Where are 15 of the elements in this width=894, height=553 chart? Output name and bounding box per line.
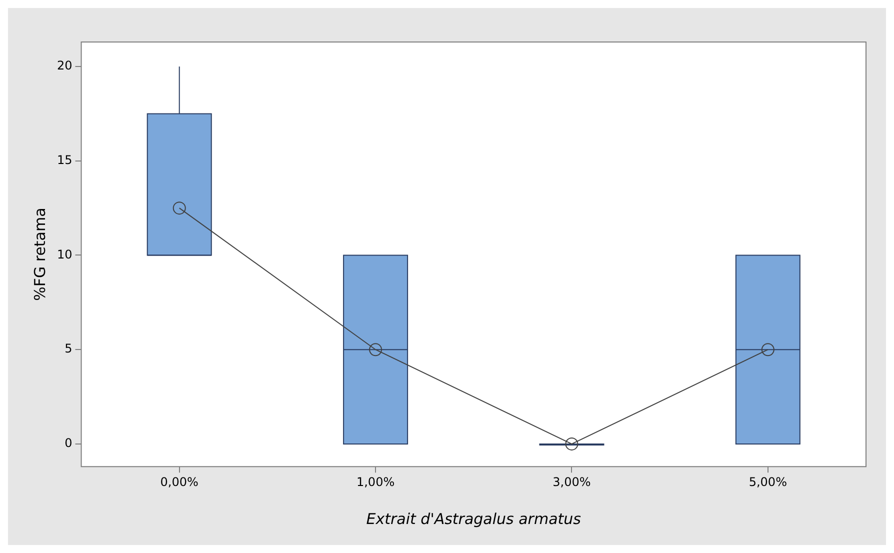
x-tick-label: 0,00% bbox=[160, 474, 198, 489]
y-tick-label: 0 bbox=[64, 436, 72, 450]
y-axis-title: %FG retama bbox=[30, 208, 49, 301]
y-tick-label: 15 bbox=[56, 153, 72, 168]
y-tick-label: 10 bbox=[56, 247, 72, 262]
x-tick-label: 3,00% bbox=[552, 474, 591, 489]
point bbox=[369, 343, 382, 356]
x-tick-label: 1,00% bbox=[356, 474, 395, 489]
point bbox=[565, 437, 578, 450]
y-tick-label: 20 bbox=[56, 58, 72, 73]
y-tick-label: 5 bbox=[64, 342, 72, 356]
x-axis-title: Extrait d'Astragalus armatus bbox=[366, 510, 582, 528]
x-tick-label: 5,00% bbox=[748, 474, 787, 489]
point bbox=[172, 202, 186, 215]
point bbox=[761, 343, 774, 356]
